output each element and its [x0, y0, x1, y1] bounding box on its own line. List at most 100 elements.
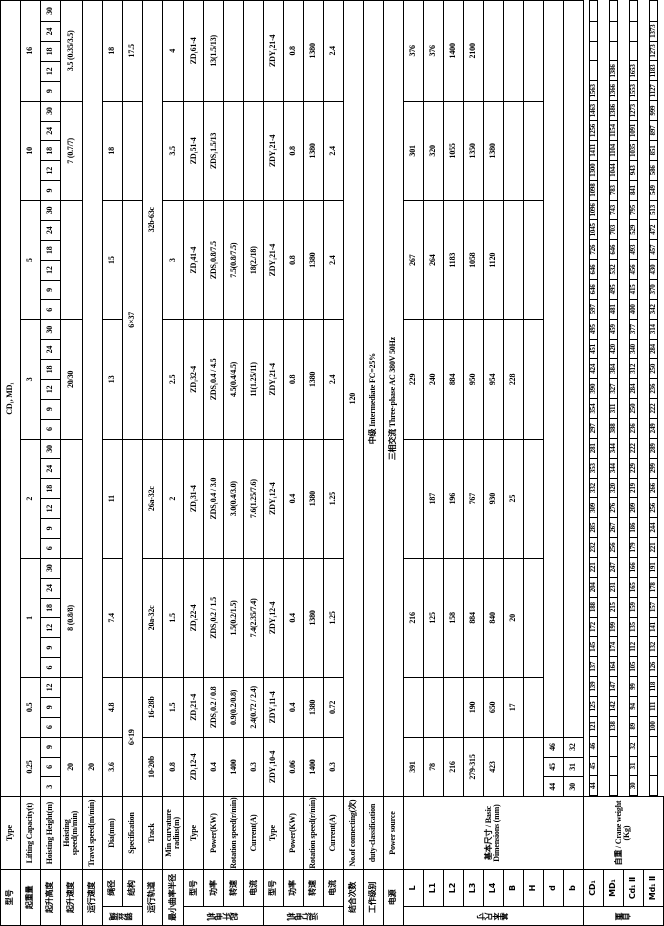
dim-B-cell: 228 [503, 319, 524, 440]
weight-cell: 99 [629, 676, 638, 697]
table-row-lifting-capacity: 起重量 Lifting Capacity(t) 0.25 0.5 1 2 3 5… [20, 0, 41, 926]
row-label-cn-28: CD₁ [583, 869, 604, 907]
hoist-cur-cell [243, 101, 264, 201]
group-label-basic-dimensions-cn: 基本尺寸 [403, 906, 584, 926]
weight-cell: 1045 [589, 219, 598, 240]
row-label-cn-9: 功率 [203, 869, 224, 907]
min-radius-cell: 3 [162, 200, 184, 320]
table-row-track: 运行轨道 Track 10-20b 16-28b 20a-32c 26a-32c… [142, 0, 163, 926]
hoisting-speed-cell: 20/30 [60, 319, 83, 440]
travel-cur-cell: 2.4 [323, 0, 344, 102]
row-label-cn-5: 结构 [122, 869, 143, 907]
hoist-power-cell: ZDS₁0.8/7.5 [203, 200, 224, 320]
height-cell: 12 [40, 677, 61, 698]
crane-weight-en-text: 自重 / Crane weight (Kg) [614, 800, 632, 866]
weight-cell: 232 [589, 537, 598, 558]
weight-cell: 236 [629, 418, 638, 439]
weight-cell: 191 [649, 557, 658, 578]
hoist-rot-cell: 0.9(0.2/0.8) [223, 677, 244, 738]
weight-cell: 188 [589, 597, 598, 618]
weight-cell: 841 [629, 180, 638, 201]
hoist-cur-cell: 7.4(2.35/7.4) [243, 558, 264, 678]
travel-cur-cell: 2.4 [323, 319, 344, 440]
weight-cell: 89 [629, 716, 638, 737]
dim-L4-cell: 650 [483, 677, 504, 738]
row-label-en-15: Current(A) [323, 796, 344, 870]
weight-cell: 327 [609, 378, 618, 399]
height-cell: 12 [40, 260, 61, 281]
weight-cell: 222 [629, 438, 638, 459]
weight-cell: 513 [649, 200, 658, 220]
weight-cell: 1373 [649, 21, 658, 42]
dim-b-rest [563, 0, 584, 738]
travel-power-cell: 0.8 [283, 319, 304, 440]
weight-cell: 157 [649, 597, 658, 618]
wire-spec-cell: 6×37 [122, 200, 143, 440]
wire-dia-cell: 15 [102, 200, 123, 320]
table-row-dim-d: d 44 45 46 [543, 0, 564, 926]
weight-cell: 1098 [589, 180, 598, 201]
dim-L1-cell: 264 [423, 200, 444, 320]
height-cell: 6 [40, 717, 61, 738]
track-cell: 26a-32c [142, 439, 163, 559]
height-cell: 9 [40, 180, 61, 201]
weight-cell: 340 [629, 339, 638, 359]
weight-cell: 459 [609, 319, 618, 340]
capacity-0: 0.25 [20, 737, 41, 797]
row-label-en-0: Lifting Capacity(t) [20, 796, 41, 870]
travel-type-cell: ZDY₁21-4 [263, 101, 284, 201]
height-cell: 24 [40, 339, 61, 360]
weight-cell: 231 [609, 577, 618, 598]
weight-cell: 46 [589, 736, 598, 757]
travel-power-cell: 0.4 [283, 558, 304, 678]
dim-L1-cell: 240 [423, 319, 444, 440]
travel-power-cell: 0.8 [283, 0, 304, 102]
dim-L-cell: 267 [403, 200, 424, 320]
weight-cell: 221 [589, 557, 598, 578]
weight-cell: 126 [649, 656, 658, 677]
table-row-dim-H: H [523, 0, 544, 926]
weight-cell: 186 [629, 517, 638, 538]
weight-cell: 344 [609, 438, 618, 459]
row-label-en-8: Type [183, 796, 204, 870]
height-cell: 12 [40, 617, 61, 638]
weight-cell: 532 [609, 259, 618, 280]
hoist-rot-cell: 4.5(0.4/4.5) [223, 319, 244, 440]
table-row-no-connecting: 结合次数 No.of connecting(次) 120 [343, 0, 364, 926]
travel-type-cell: ZDY₁12-4 [263, 439, 284, 559]
weight-cell: 943 [629, 160, 638, 181]
weight-cell: 354 [589, 398, 598, 419]
capacity-2: 1 [20, 558, 41, 678]
weight-row-container-md1: 138 142 147 164 174 199 215 231 247 256 267 276 320 3… [603, 1, 623, 797]
height-cell: 18 [40, 41, 61, 62]
no-connecting-value: 120 [343, 0, 364, 797]
travel-type-cell: ZDY₁11-4 [263, 677, 284, 738]
weight-cell: 142 [609, 696, 618, 717]
dim-L4-cell [483, 0, 504, 102]
travel-speed-rest [82, 0, 103, 738]
min-radius-cell: 0.8 [162, 737, 184, 797]
dim-L4-cell: 930 [483, 439, 504, 559]
travel-cur-cell: 1.25 [323, 558, 344, 678]
row-label-en-2: Hoisting speed(m/min) [60, 796, 83, 870]
weight-cell: 141 [649, 617, 658, 637]
row-label-cn-19: L [403, 869, 424, 907]
hoisting-speed-cell: 8 (0.8/8) [60, 558, 83, 678]
row-label-cn-3: 运行速度 [82, 869, 103, 926]
weight-cell [609, 756, 618, 776]
wire-spec-cell [122, 101, 143, 201]
weight-cell: 320 [609, 478, 618, 498]
dim-B-cell [503, 101, 524, 201]
weight-cell [649, 775, 658, 796]
hoist-power-cell: ZDS₁1.5/13 [203, 101, 224, 201]
travel-cur-cell: 1.25 [323, 439, 344, 559]
height-cell: 18 [40, 140, 61, 161]
weight-cell: 1563 [589, 80, 598, 101]
weight-cell [629, 21, 638, 42]
height-cell: 24 [40, 121, 61, 141]
height-cell: 3 [40, 776, 61, 797]
weight-cell: 897 [649, 120, 658, 141]
weight-cell: 111 [649, 696, 658, 717]
weight-cell: 456 [629, 259, 638, 280]
dim-L-cell: 301 [403, 101, 424, 201]
